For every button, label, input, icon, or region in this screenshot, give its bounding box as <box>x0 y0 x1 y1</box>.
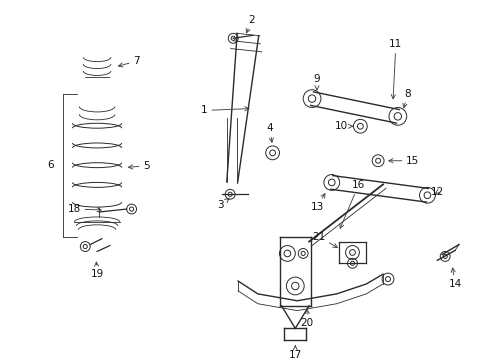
Text: 17: 17 <box>288 346 301 360</box>
Text: 2: 2 <box>245 15 255 33</box>
Text: 13: 13 <box>310 194 324 212</box>
Text: 8: 8 <box>402 89 410 108</box>
Text: 6: 6 <box>47 160 54 170</box>
Text: 20: 20 <box>300 310 313 328</box>
Text: 19: 19 <box>90 262 103 279</box>
Text: 14: 14 <box>447 268 461 289</box>
Text: 21: 21 <box>312 232 337 248</box>
Text: 5: 5 <box>128 161 149 171</box>
Text: 18: 18 <box>68 204 101 214</box>
Text: 11: 11 <box>388 39 402 99</box>
Text: 7: 7 <box>118 56 140 67</box>
Text: 4: 4 <box>266 123 273 142</box>
Text: 1: 1 <box>201 105 248 116</box>
Text: 15: 15 <box>388 156 418 166</box>
Text: 9: 9 <box>313 74 320 90</box>
Text: 12: 12 <box>430 187 443 197</box>
Text: 3: 3 <box>217 198 229 210</box>
Text: 10: 10 <box>334 121 352 131</box>
Text: 16: 16 <box>339 180 364 228</box>
